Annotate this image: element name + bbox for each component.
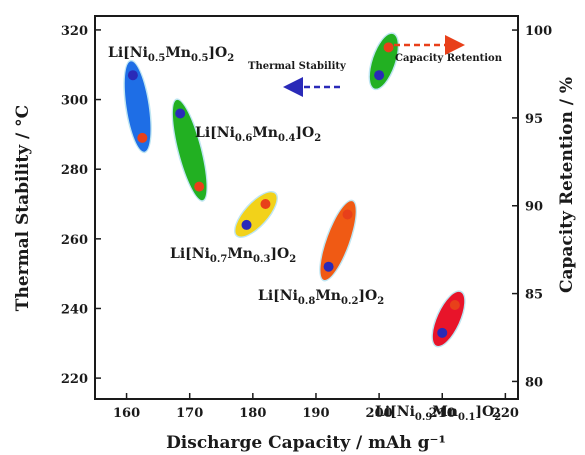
x-tick-label: 170	[176, 406, 203, 421]
series-label-part: Mn	[432, 404, 458, 420]
y-left-tick-label: 260	[61, 233, 88, 248]
thermal-point	[437, 327, 448, 338]
series-label-part: Li[Ni	[375, 404, 415, 420]
capacity-point	[342, 209, 353, 220]
y-left-tick-label: 320	[61, 24, 88, 39]
y-right-tick-label: 80	[525, 375, 543, 390]
y-axis-left-title: Thermal Stability / °C	[13, 105, 33, 311]
series-label-part: 2	[494, 412, 501, 423]
series-label-part: Mn	[315, 288, 341, 304]
thermal-point	[323, 261, 334, 272]
y-axis-right-title: Capacity Retention / %	[557, 77, 577, 293]
series-label-part: Mn	[165, 45, 191, 61]
legend-thermal-point	[374, 70, 385, 81]
capacity-point	[137, 132, 148, 143]
series-label-part: Mn	[252, 125, 278, 141]
series-label: Li[Ni0.6Mn0.4]O2	[195, 125, 321, 144]
x-tick-label: 200	[366, 406, 393, 421]
y-right-tick-label: 100	[525, 24, 552, 39]
series-label-part: ]O	[270, 246, 289, 262]
y-right-tick-label: 95	[525, 112, 543, 127]
x-axis-title: Discharge Capacity / mAh g⁻¹	[166, 433, 446, 453]
series-label: Li[Ni0.7Mn0.3]O2	[170, 246, 296, 265]
legend-capacity-point	[383, 42, 394, 53]
series-ellipse	[124, 61, 151, 152]
series-label-part: Li[Ni	[195, 125, 235, 141]
series-label-part: 0.5	[148, 53, 165, 64]
y-left-tick-label: 300	[61, 94, 88, 109]
series-label-part: ]O	[358, 288, 377, 304]
series-label-part: Li[Ni	[108, 45, 148, 61]
legend-capacity-label: Capacity Retention	[395, 53, 503, 64]
series-labels: Li[Ni0.5Mn0.5]O2Li[Ni0.6Mn0.4]O2Li[Ni0.7…	[108, 45, 501, 423]
thermal-point	[241, 219, 252, 230]
x-tick-label: 180	[239, 406, 266, 421]
series-label: Li[Ni0.5Mn0.5]O2	[108, 45, 234, 64]
capacity-point	[260, 199, 271, 210]
series-ellipse	[172, 99, 207, 201]
data-points	[127, 42, 460, 338]
tick-marks: 160 170 180 190 200 210 2202202402602803003208…	[61, 24, 552, 421]
series-label-part: 0.4	[278, 133, 295, 144]
series-label-part: 0.8	[298, 296, 315, 307]
thermal-point	[175, 108, 186, 119]
y-left-tick-label: 220	[61, 372, 88, 387]
x-tick-label: 210	[429, 406, 456, 421]
series-label-part: 2	[227, 53, 234, 64]
plot-frame	[94, 15, 519, 400]
y-right-tick-label: 85	[525, 288, 543, 303]
series-label-part: 0.6	[235, 133, 252, 144]
series-label-part: 0.2	[341, 296, 358, 307]
series-label-part: 0.5	[191, 53, 208, 64]
series-label-part: 0.7	[210, 254, 227, 265]
x-tick-label: 220	[492, 406, 519, 421]
series-label-part: ]O	[208, 45, 227, 61]
series-label-part: 2	[377, 296, 384, 307]
y-left-tick-label: 280	[61, 163, 88, 178]
series-label-part: 0.1	[458, 412, 475, 423]
series-label-part: ]O	[295, 125, 314, 141]
x-tick-label: 190	[302, 406, 329, 421]
series-label: Li[Ni0.9Mn0.1]O2	[375, 404, 501, 423]
series-label-part: Mn	[227, 246, 253, 262]
series-label-part: 0.9	[415, 412, 432, 423]
series-label-part: Li[Ni	[170, 246, 210, 262]
series-label-part: 2	[314, 133, 321, 144]
capacity-point	[449, 299, 460, 310]
y-right-tick-label: 90	[525, 200, 543, 215]
legend-thermal-label: Thermal Stability	[248, 61, 347, 72]
capacity-point	[194, 181, 205, 192]
thermal-point	[127, 70, 138, 81]
x-tick-label: 160	[113, 406, 140, 421]
series-label-part: 0.3	[253, 254, 270, 265]
series-ellipse	[235, 192, 277, 237]
series-label-part: ]O	[475, 404, 494, 420]
series-label-part: Li[Ni	[258, 288, 298, 304]
series-label-part: 2	[289, 254, 296, 265]
y-left-tick-label: 240	[61, 302, 88, 317]
series-ellipse	[320, 201, 356, 281]
series-label: Li[Ni0.8Mn0.2]O2	[258, 288, 384, 307]
